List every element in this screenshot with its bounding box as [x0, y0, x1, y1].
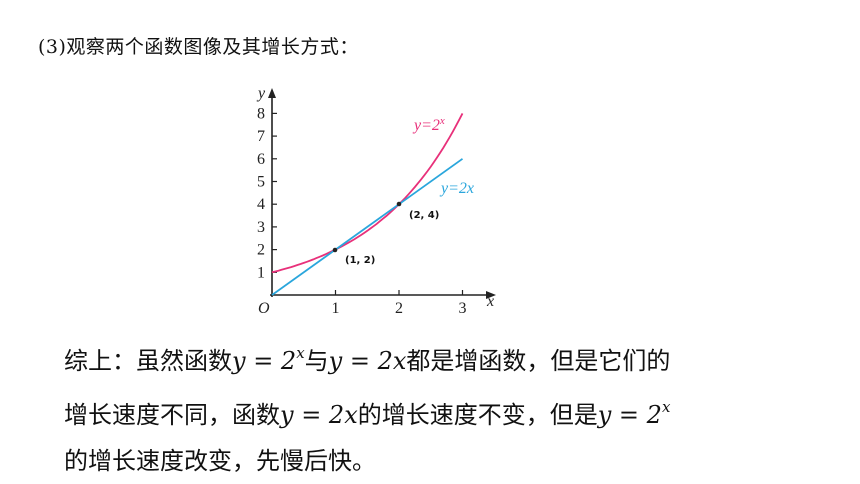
exp-curve-label: y=2x — [412, 115, 445, 134]
exponential-curve — [271, 112, 464, 274]
x-tick-label: 2 — [395, 300, 403, 317]
summary-l2-b: 的增长速度不变，但是 — [357, 401, 598, 429]
intersection-point-1 — [332, 247, 338, 253]
y-tick-label: 1 — [257, 264, 265, 281]
y-tick-label: 4 — [257, 196, 265, 213]
equation-linear-2: y = 2x — [280, 401, 358, 429]
summary-line-3: 的增长速度改变，先慢后快。 — [64, 447, 376, 475]
origin-label: O — [258, 300, 270, 317]
y-tick-label: 7 — [257, 128, 265, 145]
intersection-point-2 — [396, 201, 402, 207]
x-tick-label: 3 — [459, 300, 467, 317]
equation-linear: y = 2x — [328, 347, 407, 375]
equation-exp-2: y = 2x — [597, 398, 671, 429]
lin-curve-label: y=2x — [439, 180, 474, 197]
x-axis-label: x — [486, 293, 494, 310]
y-tick-label: 8 — [257, 105, 265, 122]
y-tick-label: 2 — [257, 242, 265, 259]
summary-l2-a: 增长速度不同，函数 — [64, 401, 280, 429]
y-tick-label: 5 — [257, 174, 265, 191]
point-2-label: (2, 4) — [409, 210, 439, 221]
exp-curve-label-exponent: x — [439, 115, 445, 127]
x-tick-label: 1 — [332, 300, 340, 317]
question-heading: (3)观察两个函数图像及其增长方式： — [38, 36, 359, 58]
point-1-label: (1, 2) — [345, 255, 375, 266]
y-tick-label: 3 — [257, 219, 265, 236]
summary-line-2: 增长速度不同，函数y = 2x的增长速度不变，但是y = 2x — [64, 384, 824, 438]
x-axis-arrow — [486, 291, 496, 299]
y-axis-label: y — [256, 85, 266, 102]
exp-curve-label-base: y=2 — [412, 117, 440, 134]
summary-l1-a: 综上：虽然函数 — [64, 347, 232, 375]
summary-l1-c: 都是增函数，但是它们的 — [406, 347, 671, 375]
equation-exp: y = 2x — [232, 344, 305, 375]
linear-line — [271, 158, 464, 296]
y-axis-arrow — [268, 88, 276, 98]
summary-l1-b: 与 — [304, 347, 329, 375]
summary-text: 综上：虽然函数y = 2x与y = 2x都是增函数，但是它们的 增长速度不同，函… — [64, 330, 824, 484]
y-tick-label: 6 — [257, 151, 265, 168]
summary-line-1: 综上：虽然函数y = 2x与y = 2x都是增函数，但是它们的 — [64, 330, 824, 384]
